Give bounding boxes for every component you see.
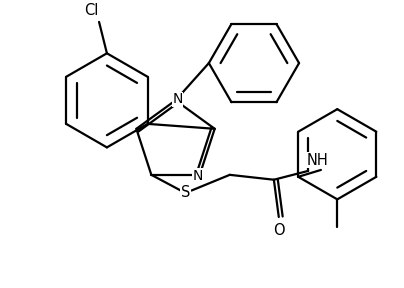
- Text: N: N: [172, 92, 183, 106]
- Text: O: O: [273, 223, 284, 238]
- Text: S: S: [181, 185, 190, 200]
- Text: Cl: Cl: [84, 3, 99, 18]
- Text: NH: NH: [306, 153, 328, 168]
- Text: N: N: [193, 169, 203, 183]
